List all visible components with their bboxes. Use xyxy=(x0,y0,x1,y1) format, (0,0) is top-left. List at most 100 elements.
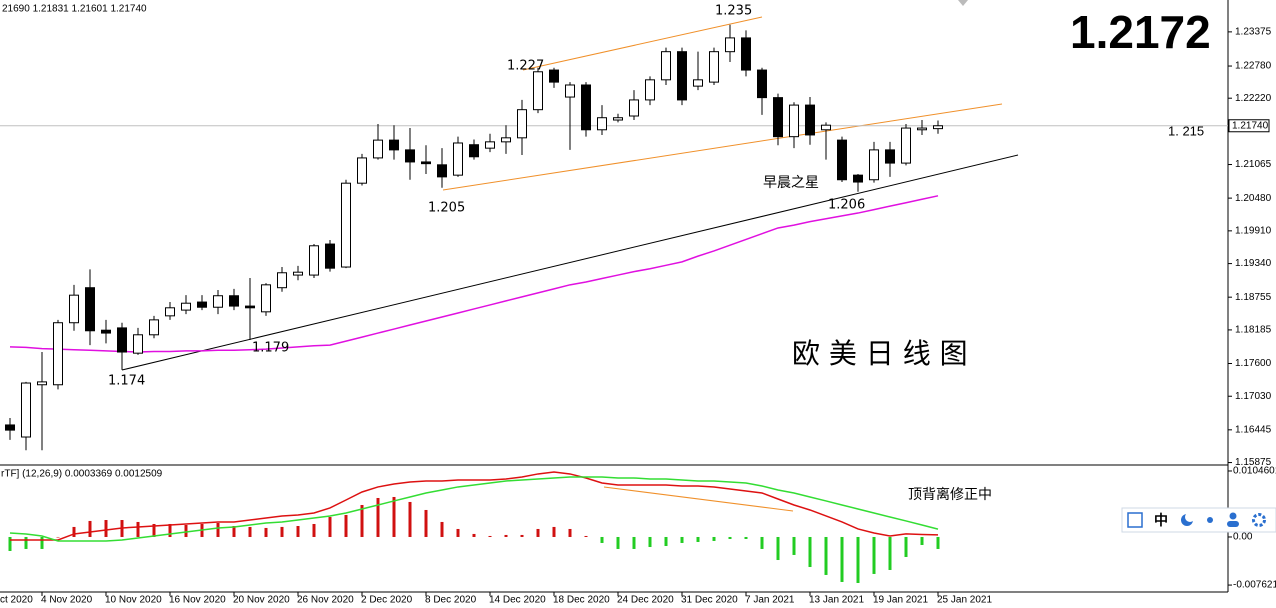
annotation: 1.205 xyxy=(428,201,465,216)
macd-bar xyxy=(632,536,636,549)
macd-bar xyxy=(648,536,652,548)
macd-bar xyxy=(904,536,908,557)
y-tick-label: 1.19340 xyxy=(1235,258,1272,269)
annotation: 1.206 xyxy=(828,198,865,213)
candle-body xyxy=(325,243,335,269)
macd-bar xyxy=(696,536,700,542)
macd-bar xyxy=(360,504,364,537)
toolbar-icon[interactable] xyxy=(1229,512,1237,520)
macd-bar xyxy=(504,534,508,537)
x-tick-label: ct 2020 xyxy=(0,595,33,606)
y2-tick-label: -0.007621 xyxy=(1233,580,1276,591)
candle-body xyxy=(693,79,703,87)
macd-bar xyxy=(104,520,108,537)
x-tick-label: 7 Jan 2021 xyxy=(745,595,795,606)
candle-body xyxy=(101,329,111,334)
macd-bar xyxy=(72,526,76,537)
macd-bar xyxy=(280,526,284,537)
candle-body xyxy=(533,71,543,111)
x-tick-label: 25 Jan 2021 xyxy=(937,595,992,606)
current-price-label: 1.21740 xyxy=(1232,120,1269,131)
macd-bar xyxy=(776,536,780,561)
macd-bar xyxy=(680,536,684,543)
macd-bar xyxy=(296,526,300,537)
y-tick-label: 1.17600 xyxy=(1235,358,1272,369)
macd-bar xyxy=(232,526,236,537)
macd-title: rTF] (12,26,9) 0.0003369 0.0012509 xyxy=(1,469,163,480)
toolbar-icon[interactable] xyxy=(1207,517,1213,523)
x-tick-label: 19 Jan 2021 xyxy=(873,595,928,606)
candle-body xyxy=(197,301,207,308)
candle-body xyxy=(5,424,15,431)
candle-body xyxy=(277,272,287,289)
toolbar-icon-cut xyxy=(1185,512,1195,522)
candle-body xyxy=(453,142,463,176)
toolbar-icon-body xyxy=(1227,521,1239,527)
candle-body xyxy=(373,139,383,159)
candle-body xyxy=(917,127,927,131)
y2-tick-label: 0.0104601 xyxy=(1233,466,1276,477)
candle-body xyxy=(837,139,847,181)
macd-main-line xyxy=(10,471,939,541)
macd-bar xyxy=(168,523,172,537)
toolbar-icon[interactable] xyxy=(1127,512,1143,528)
y-tick-label: 1.16445 xyxy=(1235,424,1272,435)
candle-body xyxy=(885,149,895,164)
macd-bar xyxy=(936,536,940,549)
shift-marker xyxy=(958,0,968,6)
candle-body xyxy=(437,164,447,178)
macd-bar xyxy=(616,536,620,549)
x-tick-label: 26 Nov 2020 xyxy=(297,595,354,606)
candle-body xyxy=(309,245,319,276)
macd-bar xyxy=(472,533,476,537)
macd-bar xyxy=(8,536,12,551)
candle-body xyxy=(421,161,431,165)
macd-bar xyxy=(760,536,764,549)
candle-body xyxy=(229,295,239,307)
candle-body xyxy=(517,109,527,139)
macd-bar xyxy=(440,521,444,537)
ohlc-header: 21690 1.21831 1.21601 1.21740 xyxy=(2,4,147,15)
candle-body xyxy=(709,51,719,83)
macd-bar xyxy=(584,535,588,537)
candle-body xyxy=(85,287,95,332)
toolbar-icon[interactable] xyxy=(1252,513,1266,527)
annotation: 欧 美 日 线 图 xyxy=(792,337,968,370)
candle-body xyxy=(853,174,863,183)
candle-body xyxy=(149,319,159,336)
x-tick-label: 2 Dec 2020 xyxy=(361,595,413,606)
candle-body xyxy=(117,327,127,353)
candle-body xyxy=(405,149,415,163)
macd-bar xyxy=(568,528,572,537)
macd-bar xyxy=(152,523,156,537)
macd-bar xyxy=(824,536,828,575)
annotation: 1.174 xyxy=(108,374,145,389)
macd-bar xyxy=(24,536,28,549)
x-tick-label: 16 Nov 2020 xyxy=(169,595,226,606)
candle-body xyxy=(581,84,591,131)
y-tick-label: 1.18755 xyxy=(1235,292,1272,303)
candle-body xyxy=(165,307,175,317)
x-tick-label: 18 Dec 2020 xyxy=(553,595,610,606)
candle-body xyxy=(869,149,879,181)
y-tick-label: 1.21065 xyxy=(1235,159,1272,170)
macd-bar xyxy=(792,536,796,555)
macd-bar xyxy=(376,497,380,537)
candle-body xyxy=(389,139,399,151)
macd-bar xyxy=(728,536,732,540)
macd-bar xyxy=(136,521,140,537)
y-tick-label: 1.17030 xyxy=(1235,391,1272,402)
macd-bar xyxy=(456,528,460,537)
y-tick-label: 1.15875 xyxy=(1235,457,1272,468)
divergence-line xyxy=(603,486,794,512)
macd-bar xyxy=(920,536,924,545)
macd-bar xyxy=(56,536,60,538)
big-price: 1.2172 xyxy=(1070,6,1211,58)
candle-body xyxy=(37,381,47,386)
macd-bar xyxy=(264,527,268,537)
y-tick-label: 1.20480 xyxy=(1235,193,1272,204)
annotation: 1.179 xyxy=(252,341,289,356)
toolbar-lang[interactable]: 中 xyxy=(1154,512,1168,529)
macd-bar xyxy=(600,536,604,543)
